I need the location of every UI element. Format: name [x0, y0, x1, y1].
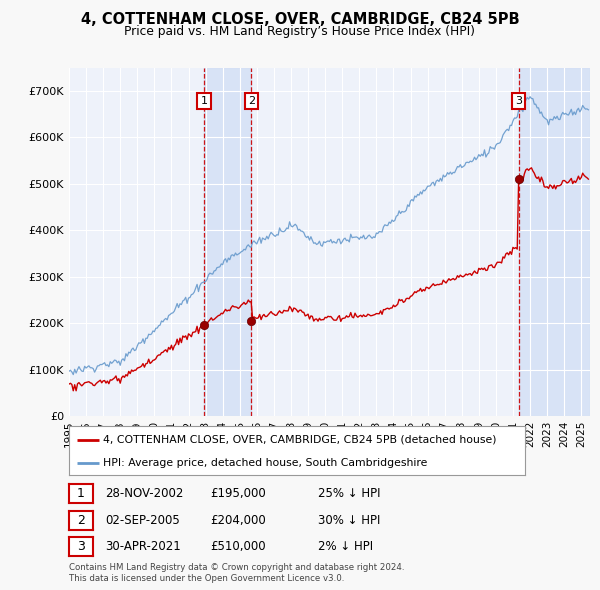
Text: 1: 1 [77, 487, 85, 500]
Text: 2% ↓ HPI: 2% ↓ HPI [318, 540, 373, 553]
Text: 02-SEP-2005: 02-SEP-2005 [105, 514, 180, 527]
Text: 28-NOV-2002: 28-NOV-2002 [105, 487, 184, 500]
Text: This data is licensed under the Open Government Licence v3.0.: This data is licensed under the Open Gov… [69, 574, 344, 583]
Text: 2: 2 [77, 514, 85, 527]
Text: 4, COTTENHAM CLOSE, OVER, CAMBRIDGE, CB24 5PB (detached house): 4, COTTENHAM CLOSE, OVER, CAMBRIDGE, CB2… [103, 435, 497, 445]
Text: 25% ↓ HPI: 25% ↓ HPI [318, 487, 380, 500]
Text: 3: 3 [515, 96, 522, 106]
Bar [204, 68, 251, 416]
Text: Price paid vs. HM Land Registry’s House Price Index (HPI): Price paid vs. HM Land Registry’s House … [125, 25, 476, 38]
Text: 30% ↓ HPI: 30% ↓ HPI [318, 514, 380, 527]
Text: 1: 1 [200, 96, 208, 106]
Text: HPI: Average price, detached house, South Cambridgeshire: HPI: Average price, detached house, Sout… [103, 458, 428, 468]
Text: 30-APR-2021: 30-APR-2021 [105, 540, 181, 553]
Text: 4, COTTENHAM CLOSE, OVER, CAMBRIDGE, CB24 5PB: 4, COTTENHAM CLOSE, OVER, CAMBRIDGE, CB2… [80, 12, 520, 27]
Text: £195,000: £195,000 [210, 487, 266, 500]
Text: £204,000: £204,000 [210, 514, 266, 527]
Text: 3: 3 [77, 540, 85, 553]
Text: Contains HM Land Registry data © Crown copyright and database right 2024.: Contains HM Land Registry data © Crown c… [69, 563, 404, 572]
Text: £510,000: £510,000 [210, 540, 266, 553]
Text: 2: 2 [248, 96, 255, 106]
Bar [518, 68, 590, 416]
